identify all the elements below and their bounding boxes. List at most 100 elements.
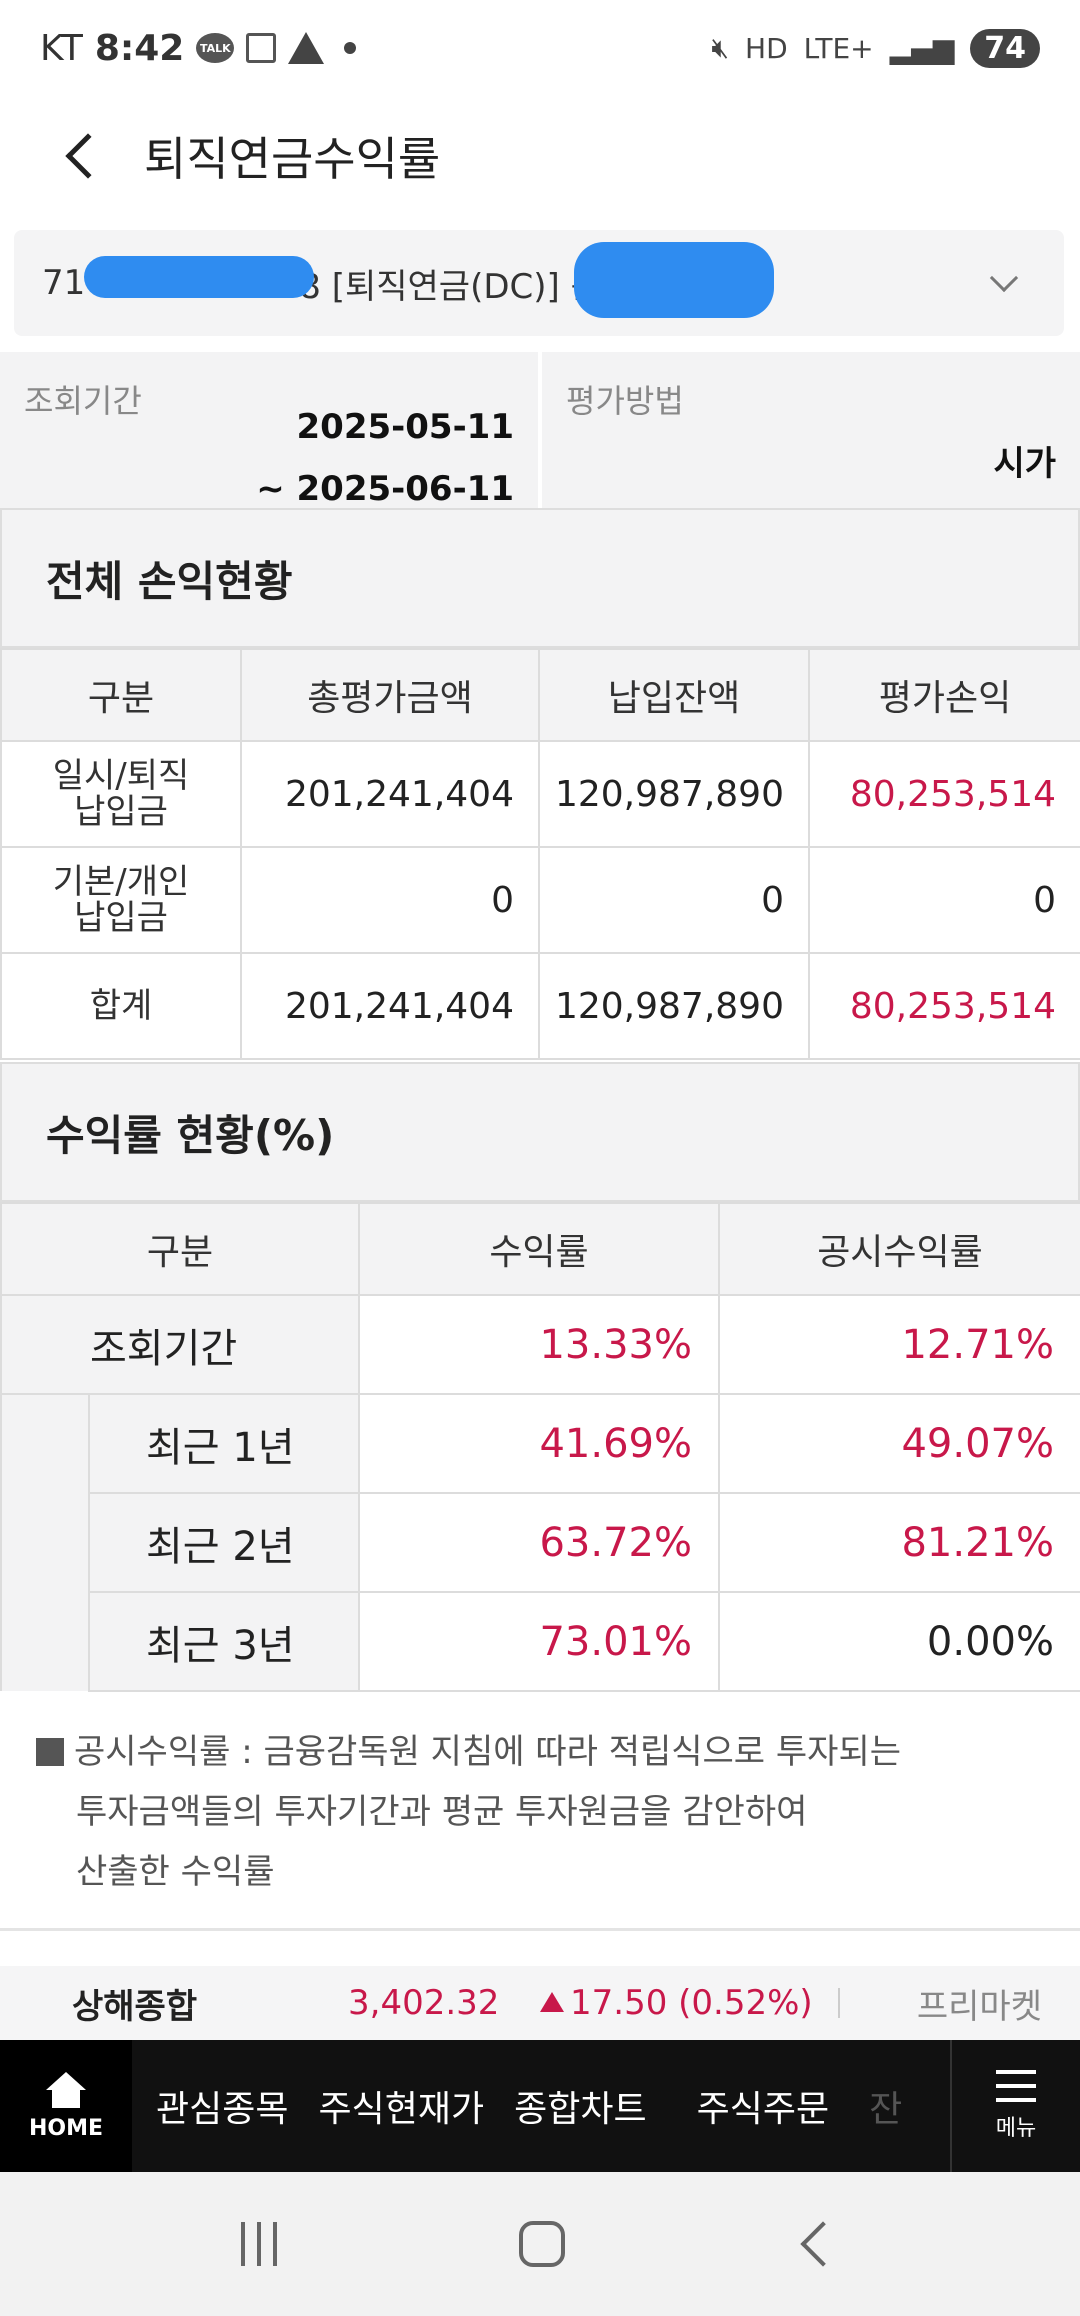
indent-spacer [0,1493,90,1592]
table-row: 최근 1년 41.69% 49.07% [0,1393,1080,1494]
table-row: 일시/퇴직 납입금 201,241,404 120,987,890 80,253… [0,740,1080,848]
index-change-value: 17.50 (0.52%) [570,1983,813,2023]
back-icon[interactable] [65,133,111,179]
table-row: 합계 201,241,404 120,987,890 80,253,514 [0,952,1080,1060]
rate-value: 73.01% [358,1591,720,1692]
recents-icon[interactable] [241,2222,277,2266]
premarket-label[interactable]: 프리마켓 [916,1986,1042,2027]
indent-spacer [0,1394,90,1493]
row-label-line2: 납입금 [74,792,168,832]
battery-indicator: 74 [970,28,1040,68]
app-header: 퇴직연금수익률 [0,96,1080,216]
total-value: 201,241,404 [240,952,540,1060]
row-label: 합계 [0,952,242,1060]
page-title: 퇴직연금수익률 [144,132,441,186]
table-row: 최근 2년 63.72% 81.21% [0,1492,1080,1593]
redaction-mark [574,242,774,318]
rate-value: 13.33% [358,1294,720,1395]
mute-icon: 🔇︎ [711,31,730,64]
divider [0,1928,1080,1931]
table-row: 조회기간 13.33% 12.71% [0,1294,1080,1395]
row-label: 최근 2년 [88,1492,360,1593]
method-value: 시가 [993,444,1056,484]
note-line-3: 산출한 수익률 [76,1852,275,1892]
period-end: ~ 2025-06-11 [256,469,514,509]
up-triangle-icon [540,1992,564,2012]
hamburger-icon [996,2070,1036,2102]
rate-value: 41.69% [358,1393,720,1494]
kakaotalk-icon: TALK [196,33,235,63]
paid-value: 120,987,890 [538,740,810,848]
query-info: 조회기간 2025-05-11 ~ 2025-06-11 평가방법 시가 [0,352,1080,509]
rate-value: 63.72% [358,1492,720,1593]
paid-value: 120,987,890 [538,952,810,1060]
home-label: HOME [28,2115,104,2141]
indent-spacer [0,1592,90,1691]
bottom-navigation: HOME 관심종목 주식현재가 종합차트 주식주문 잔 메뉴 [0,2040,1080,2172]
profit-header-total: 총평가금액 [240,648,540,742]
hd-icon: HD [745,31,788,65]
period-cell[interactable]: 조회기간 2025-05-11 ~ 2025-06-11 [0,352,538,509]
gain-value: 80,253,514 [808,952,1080,1060]
table-row: 기본/개인 납입금 0 0 0 [0,846,1080,954]
row-label: 조회기간 [0,1294,360,1395]
redaction-mark [84,256,314,298]
profit-header-category: 구분 [0,648,242,742]
nav-balance-partial[interactable]: 잔 [869,2089,903,2130]
gain-value: 80,253,514 [808,740,1080,848]
period-value: 2025-05-11 ~ 2025-06-11 [256,396,514,520]
disclosed-value: 81.21% [718,1492,1080,1593]
home-icon [46,2071,86,2108]
index-price: 3,402.32 [348,1983,500,2023]
bullet-square-icon [36,1738,64,1766]
note-line-1: 공시수익률 : 금융감독원 지침에 따라 적립식으로 투자되는 [74,1732,902,1772]
account-selector[interactable]: 71 8 [퇴직연금(DC)] 윤 [14,230,1064,336]
nav-watchlist[interactable]: 관심종목 [156,2089,289,2130]
total-value: 0 [240,846,540,954]
return-section-title: 수익률 현황(%) [0,1062,1080,1202]
note-line-2: 투자금액들의 투자기간과 평균 투자원금을 감안하여 [76,1792,808,1832]
return-header-disclosed: 공시수익률 [718,1202,1080,1296]
nav-order[interactable]: 주식주문 [696,2089,830,2130]
row-label-line1: 일시/퇴직 [52,756,190,796]
menu-button[interactable]: 메뉴 [950,2040,1080,2172]
home-system-icon[interactable] [519,2221,565,2267]
row-label: 최근 3년 [88,1591,360,1692]
row-label: 기본/개인 납입금 [0,846,242,954]
signal-icon: ▂▄▆ [889,31,955,65]
clock: 8:42 [94,27,185,69]
period-label: 조회기간 [24,382,142,420]
ticker-separator [838,1988,840,2018]
network-type: LTE+ [803,31,874,65]
return-header-category: 구분 [0,1202,360,1296]
return-table: 구분 수익률 공시수익률 조회기간 13.33% 12.71% 최근 1년 41… [0,1202,1080,1692]
more-notifications-icon [344,42,357,54]
method-label: 평가방법 [566,382,684,420]
index-change: 17.50 (0.52%) [540,1983,813,2023]
nav-stock-price[interactable]: 주식현재가 [318,2089,485,2130]
period-start: 2025-05-11 [296,407,514,447]
menu-label: 메뉴 [995,2116,1037,2141]
table-row: 최근 3년 73.01% 0.00% [0,1591,1080,1692]
disclosed-value: 12.71% [718,1294,1080,1395]
profit-header-gain: 평가손익 [808,648,1080,742]
market-ticker[interactable]: 상해종합 3,402.32 17.50 (0.52%) 프리마켓 [0,1966,1080,2040]
disclosed-value: 0.00% [718,1591,1080,1692]
row-label: 최근 1년 [88,1393,360,1494]
disclosed-value: 49.07% [718,1393,1080,1494]
account-name: 8 [퇴직연금(DC)] 윤 [299,266,602,307]
screenshot-icon [246,33,277,63]
home-button[interactable]: HOME [0,2040,132,2172]
gain-value: 0 [808,846,1080,954]
nav-chart[interactable]: 종합차트 [514,2089,647,2130]
return-header-rate: 수익률 [358,1202,720,1296]
row-label: 일시/퇴직 납입금 [0,740,242,848]
row-label-line2: 납입금 [74,898,168,938]
profit-section-title: 전체 손익현황 [0,508,1080,648]
back-system-icon[interactable] [800,2221,846,2267]
profit-table: 구분 총평가금액 납입잔액 평가손익 일시/퇴직 납입금 201,241,404… [0,648,1080,1060]
method-cell[interactable]: 평가방법 시가 [538,352,1080,508]
carrier-label: KT [40,27,83,69]
total-value: 201,241,404 [240,740,540,848]
index-name: 상해종합 [72,1986,198,2027]
